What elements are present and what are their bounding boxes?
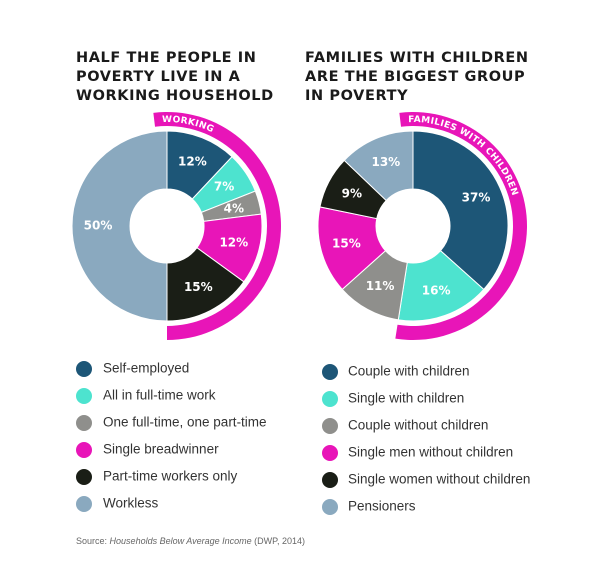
legend-label: One full-time, one part-time xyxy=(103,415,267,430)
source: Source: Households Below Average Income … xyxy=(76,536,305,546)
chart-title: IN POVERTY xyxy=(305,88,408,104)
value-label: 12% xyxy=(219,236,248,250)
legend-label: Part-time workers only xyxy=(103,469,238,484)
legend-label: Couple without children xyxy=(348,418,488,433)
legend-label: Single with children xyxy=(348,391,464,406)
value-label: 9% xyxy=(342,187,362,201)
value-label: 16% xyxy=(422,284,451,298)
legend-label: Single men without children xyxy=(348,445,513,460)
slice xyxy=(412,130,509,291)
legend-swatch xyxy=(76,469,92,485)
value-label: 11% xyxy=(366,279,395,293)
legend-swatch xyxy=(322,418,338,434)
legend-label: Single women without children xyxy=(348,472,530,487)
legend-swatch xyxy=(76,442,92,458)
value-label: 15% xyxy=(332,237,361,251)
value-label: 15% xyxy=(184,280,213,294)
slice xyxy=(166,247,245,322)
legend-label: Self-employed xyxy=(103,361,189,376)
legend-swatch xyxy=(322,445,338,461)
legend-label: Couple with children xyxy=(348,364,470,379)
value-label: 37% xyxy=(462,190,491,204)
legend-swatch xyxy=(322,391,338,407)
legend-swatch xyxy=(76,496,92,512)
legend-swatch xyxy=(322,499,338,515)
value-label: 12% xyxy=(178,154,207,168)
value-label: 13% xyxy=(371,155,400,169)
chart-title: FAMILIES WITH CHILDREN xyxy=(305,50,529,66)
legend-swatch xyxy=(322,472,338,488)
value-label: 4% xyxy=(224,201,244,215)
legend-label: All in full-time work xyxy=(103,388,216,403)
legend-swatch xyxy=(76,361,92,377)
source-suffix: (DWP, 2014) xyxy=(254,536,305,546)
value-label: 50% xyxy=(84,219,113,233)
source-prefix: Source: xyxy=(76,536,107,546)
slice xyxy=(71,130,168,322)
legend-label: Single breadwinner xyxy=(103,442,219,457)
chart-title: ARE THE BIGGEST GROUP xyxy=(305,69,525,85)
source-title: Households Below Average Income xyxy=(110,536,252,546)
legend-label: Pensioners xyxy=(348,499,416,514)
chart-title: WORKING HOUSEHOLD xyxy=(76,88,274,104)
legend-swatch xyxy=(76,388,92,404)
legend-swatch xyxy=(322,364,338,380)
slice xyxy=(343,130,414,202)
chart-title: HALF THE PEOPLE IN xyxy=(76,50,257,66)
legend-swatch xyxy=(76,415,92,431)
value-label: 7% xyxy=(214,180,234,194)
chart-title: POVERTY LIVE IN A xyxy=(76,69,241,85)
legend-label: Workless xyxy=(103,496,159,511)
